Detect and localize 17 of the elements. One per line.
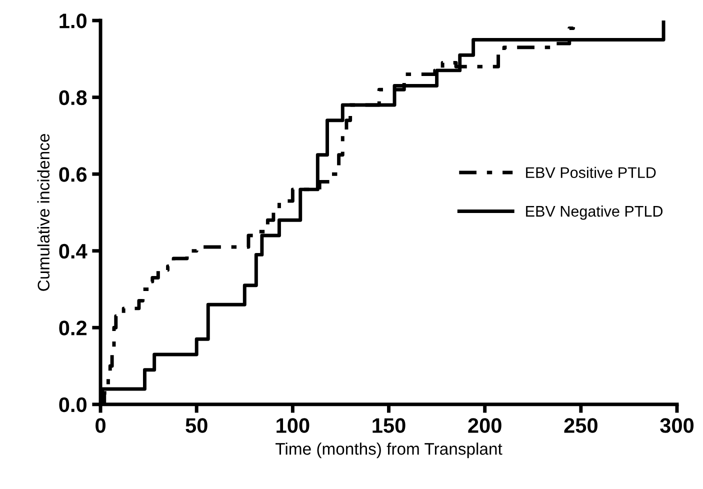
x-tick-label: 100 [276, 418, 310, 433]
y-tick-label: 0.6 [59, 167, 87, 182]
x-tick-label: 250 [564, 418, 598, 433]
x-tick-label: 50 [186, 418, 208, 433]
x-tick-label: 150 [372, 418, 406, 433]
x-tick-label: 300 [660, 418, 694, 433]
y-tick-label: 1.0 [60, 14, 86, 28]
legend-label: EBV Positive PTLD [526, 166, 656, 178]
legend-label: EBV Negative PTLD [526, 206, 663, 220]
y-tick-label: 0.2 [59, 320, 87, 336]
y-tick-label: 0.4 [59, 244, 88, 259]
y-tick-label: 0.8 [59, 90, 87, 106]
y-tick-label: 0.0 [59, 397, 86, 412]
y-axis-title: Cumulative incidence [37, 134, 50, 291]
x-tick-label: 200 [468, 418, 502, 433]
x-tick-label: 0 [96, 418, 106, 433]
x-axis-title: Time (months) from Transplant [276, 442, 502, 458]
